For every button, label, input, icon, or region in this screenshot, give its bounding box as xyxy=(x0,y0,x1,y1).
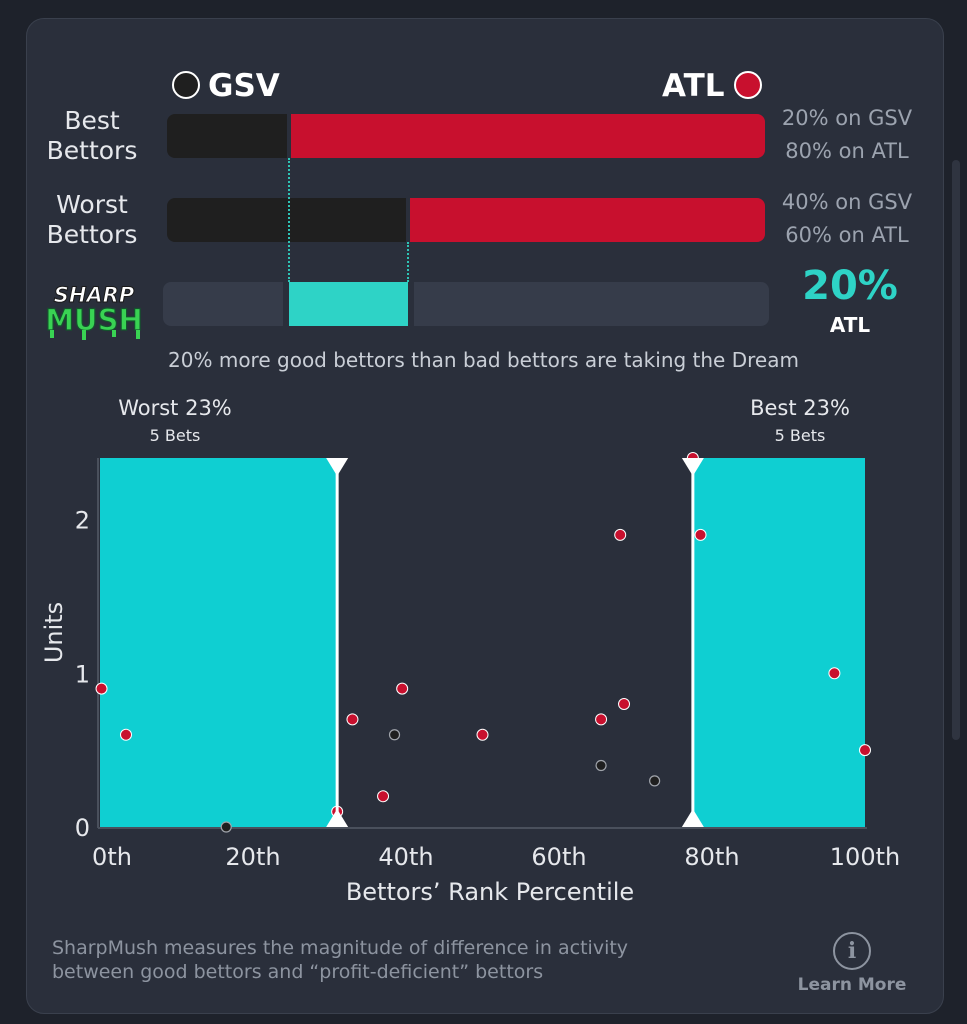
best-bettors-bar xyxy=(167,114,765,158)
logo-sharp-text: SHARP xyxy=(54,283,135,307)
best-gsv-pct: 20% on GSV xyxy=(781,106,913,130)
sharpmush-percent: 20% xyxy=(802,263,898,309)
band-best xyxy=(692,458,865,827)
gsv-legend-dot xyxy=(172,71,200,99)
team-right-label: ATL xyxy=(662,68,725,104)
scrollbar[interactable] xyxy=(952,160,960,740)
point-gsv xyxy=(388,729,401,741)
x-tick-label: 80th xyxy=(684,843,739,871)
sharpmush-team: ATL xyxy=(829,313,871,337)
best-split-text: 20% on GSV 80% on ATL xyxy=(772,102,922,168)
worst-gsv-segment xyxy=(167,198,407,242)
footnote-line2: between good bettors and “profit-deficie… xyxy=(52,961,544,983)
point-atl xyxy=(377,790,390,803)
footnote: SharpMush measures the magnitude of diff… xyxy=(52,936,772,984)
y-tick-label: 2 xyxy=(75,507,90,535)
x-tick-label: 40th xyxy=(378,843,433,871)
worst-atl-segment xyxy=(410,198,765,242)
bands-layer xyxy=(100,458,865,827)
x-tick-label: 100th xyxy=(830,843,900,871)
sharpmush-bar xyxy=(163,282,769,326)
sharpmush-difference-segment xyxy=(288,282,409,326)
band-handle-bottom xyxy=(326,809,349,827)
team-left-label: GSV xyxy=(208,68,280,104)
y-tick-label: 1 xyxy=(75,660,90,688)
x-tick-label: 60th xyxy=(531,843,586,871)
point-atl xyxy=(595,713,608,726)
point-gsv xyxy=(649,775,661,787)
logo-drip xyxy=(82,330,86,340)
band-handle-top xyxy=(326,458,349,476)
worst-band-title: Worst 23% xyxy=(118,396,232,420)
point-atl xyxy=(859,744,871,757)
sharpmush-divider xyxy=(408,282,415,326)
worst-bettors-label: Worst Bettors xyxy=(30,190,154,250)
worst-band-sub: 5 Bets xyxy=(149,426,201,445)
worst-label-line1: Worst xyxy=(56,190,128,219)
sharpmush-logo: SHARP MUSH xyxy=(45,283,143,340)
point-atl xyxy=(396,682,409,695)
points-layer xyxy=(95,452,871,833)
worst-bettors-bar xyxy=(167,198,765,242)
handles-layer xyxy=(326,458,704,827)
point-atl xyxy=(828,667,841,680)
point-atl xyxy=(476,728,489,741)
point-atl xyxy=(614,528,627,541)
logo-drip xyxy=(50,330,54,338)
band-worst xyxy=(100,458,338,827)
atl-legend-dot xyxy=(734,71,762,99)
point-atl xyxy=(346,713,359,726)
footnote-line1: SharpMush measures the magnitude of diff… xyxy=(52,937,629,959)
point-atl xyxy=(95,682,108,695)
best-atl-pct: 80% on ATL xyxy=(785,139,909,163)
best-band-sub: 5 Bets xyxy=(774,426,826,445)
worst-atl-pct: 60% on ATL xyxy=(785,223,909,247)
point-atl xyxy=(120,728,133,741)
best-label-line1: Best xyxy=(64,106,120,135)
point-atl xyxy=(618,698,631,710)
y-axis-title: Units xyxy=(40,602,68,663)
best-gsv-segment xyxy=(167,114,287,158)
worst-label-line2: Bettors xyxy=(46,220,138,249)
sharpmush-divider xyxy=(282,282,289,326)
band-handle-top xyxy=(681,458,704,476)
x-tick-label: 20th xyxy=(225,843,280,871)
x-tick-label: 0th xyxy=(92,843,132,871)
best-split-guide xyxy=(287,158,290,282)
worst-split-text: 40% on GSV 60% on ATL xyxy=(772,186,922,252)
logo-drip xyxy=(112,330,116,337)
learn-more-link[interactable]: Learn More xyxy=(797,975,907,995)
y-tick-label: 0 xyxy=(75,814,90,842)
worst-split-guide xyxy=(407,242,410,282)
best-atl-segment xyxy=(290,114,765,158)
band-handle-bottom xyxy=(681,809,704,827)
best-band-title: Best 23% xyxy=(750,396,850,420)
x-axis-title: Bettors’ Rank Percentile xyxy=(346,878,634,906)
point-atl xyxy=(694,528,707,541)
point-gsv xyxy=(595,759,607,772)
point-gsv xyxy=(220,821,232,833)
info-icon[interactable]: i xyxy=(833,932,871,970)
logo-mush-text: MUSH xyxy=(45,303,143,337)
worst-gsv-pct: 40% on GSV xyxy=(781,190,913,214)
best-bettors-label: Best Bettors xyxy=(30,106,154,166)
sharpmush-summary: 20% more good bettors than bad bettors a… xyxy=(168,348,799,372)
best-label-line2: Bettors xyxy=(46,136,138,165)
logo-drip xyxy=(136,330,140,339)
